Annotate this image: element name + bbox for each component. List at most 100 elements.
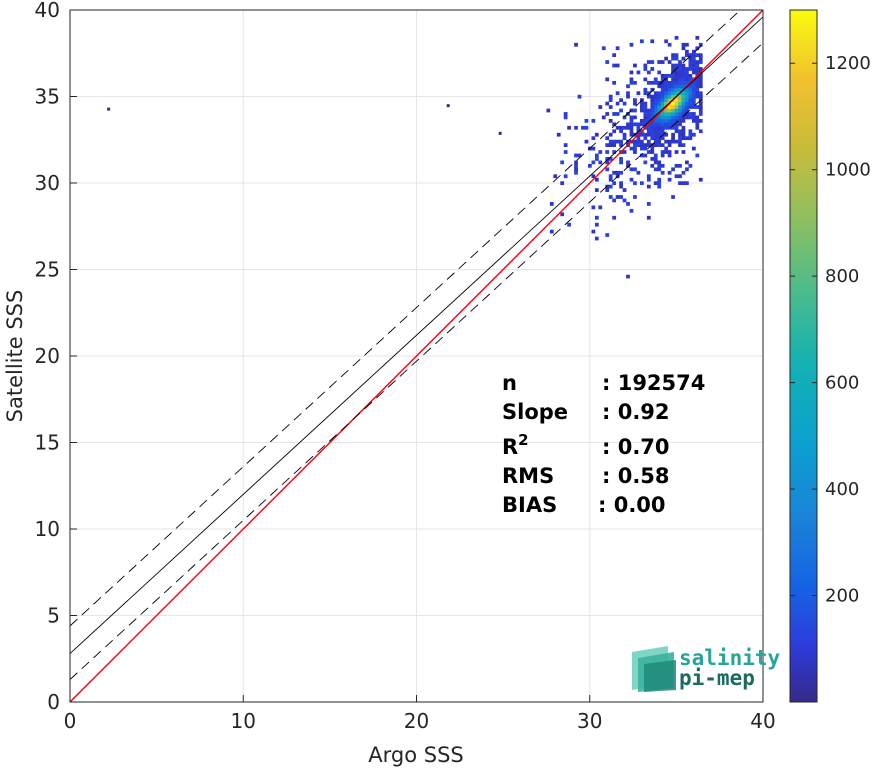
density-cell [636,122,641,127]
density-cell [643,132,648,137]
density-cell [685,42,689,47]
density-cell [549,202,554,206]
density-cell [636,143,641,147]
stat-label: R2 [502,431,529,459]
density-cell [612,80,617,85]
density-cell [629,118,634,123]
density-cell [646,143,651,147]
density-cell [688,98,693,102]
density-cell [678,60,682,64]
density-cell [646,150,651,154]
density-cell [698,118,703,123]
density-cell [639,139,644,144]
x-tick-label: 0 [64,709,77,733]
density-cell [650,132,655,137]
density-cell [629,125,634,130]
density-cell [633,181,637,186]
density-cell [695,94,700,99]
density-cell [563,150,568,154]
density-cell [608,157,613,161]
density-cell [594,188,599,192]
density-cell [646,139,651,144]
density-cell [626,160,630,165]
density-cell [612,215,617,220]
density-cell [591,174,596,179]
density-cell [681,181,686,186]
density-cell [646,125,651,130]
1-1-line [70,10,763,702]
density-cell [691,112,696,116]
density-cell [674,56,679,61]
logo-line2: pi-mep [679,666,755,690]
density-cell [664,150,669,154]
density-cell [646,112,651,116]
density-cell [591,205,596,210]
density-cell [660,77,665,82]
density-cell [681,129,686,134]
density-cell [594,215,599,220]
density-cell [667,98,672,102]
density-cell [657,167,662,172]
density-cell [674,101,679,106]
density-cell [633,122,637,127]
density-cell [678,118,682,123]
density-cell [633,101,637,106]
density-cell [657,160,662,165]
density-cell [681,77,686,82]
density-cell [646,60,651,64]
density-cell [605,184,610,189]
density-cell [685,115,689,120]
density-cell [685,53,689,58]
density-cell [619,125,623,130]
y-tick-label: 15 [35,431,60,455]
density-cell [698,94,703,99]
density-cell [695,118,700,123]
density-cell [653,139,658,144]
density-cell [691,87,696,92]
density-cell [650,115,655,120]
density-cell [646,91,651,96]
density-cell [660,91,665,96]
density-cell [664,125,669,130]
density-cell [674,150,679,154]
density-cell [643,105,648,109]
density-cell [667,118,672,123]
density-cell [664,146,669,151]
density-cell [636,136,641,141]
density-cell [691,70,696,75]
density-cell [681,98,686,102]
density-cell [691,146,696,151]
density-cell [671,115,675,120]
density-cell [667,74,672,78]
density-cell [653,125,658,130]
density-cell [671,63,675,68]
density-cell [657,163,662,168]
density-cell [685,74,689,78]
density-cell [664,94,669,99]
colorbar-tick-label: 800 [825,266,859,287]
density-cell [629,108,634,113]
density-cell [695,91,700,96]
density-cell [698,101,703,106]
y-tick-label: 40 [35,0,60,22]
density-cell [671,84,675,89]
density-cell [615,112,620,116]
density-cell [681,136,686,141]
density-cell [594,177,599,182]
density-cell [657,125,662,130]
density-cell [681,108,686,113]
density-cell [685,101,689,106]
y-tick-label: 20 [35,344,60,368]
density-cell [608,174,613,179]
x-tick-label: 40 [750,709,775,733]
density-cell [664,101,669,106]
density-cell [657,181,662,186]
density-cell [674,139,679,144]
density-cell [667,122,672,127]
density-cell [671,105,675,109]
density-cloud [107,35,703,279]
density-cell [688,84,693,89]
density-cell [674,112,679,116]
density-cell [639,143,644,147]
density-cell [629,70,634,75]
